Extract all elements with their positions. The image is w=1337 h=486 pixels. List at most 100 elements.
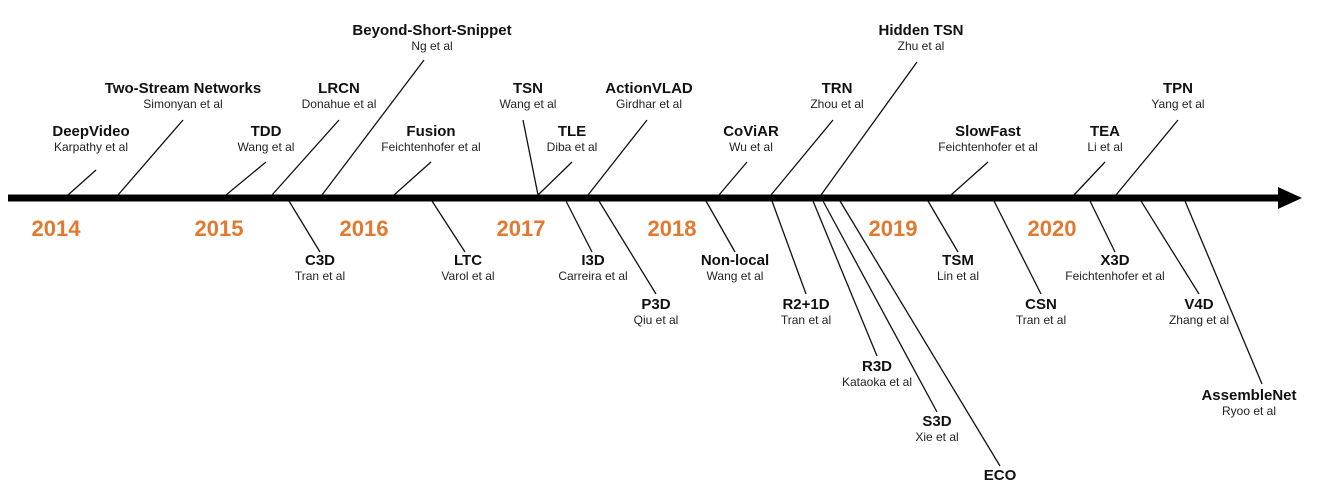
connector-line xyxy=(993,200,1042,295)
method-label: X3D Feichtenhofer et al xyxy=(1065,252,1164,284)
connector-line xyxy=(771,200,807,295)
connector-line xyxy=(67,169,97,196)
connector-line xyxy=(820,61,918,196)
year-label: 2015 xyxy=(194,216,244,241)
method-label: AssembleNet Ryoo et al xyxy=(1201,387,1296,419)
method-authors: Tran et al xyxy=(780,313,832,327)
connector-line xyxy=(288,200,321,253)
method-authors: Wang et al xyxy=(499,97,557,111)
connector-line xyxy=(812,200,878,357)
method-authors: Feichtenhofer et al xyxy=(938,140,1038,154)
connector-line xyxy=(321,59,425,196)
method-name: SlowFast xyxy=(955,123,1021,140)
method-label: S3D Xie et al xyxy=(915,413,958,445)
method-authors: Carreira et al xyxy=(558,269,628,283)
method-label: CoViAR Wu et al xyxy=(723,123,779,155)
connector-line xyxy=(522,119,539,196)
connector-line xyxy=(565,200,593,253)
method-label: R3D Kataoka et al xyxy=(842,358,912,390)
method-name: Fusion xyxy=(406,123,456,140)
connector-line xyxy=(431,200,466,253)
method-label: TLE Diba et al xyxy=(547,123,598,155)
method-name: TRN xyxy=(821,80,853,97)
method-name: Beyond-Short-Snippet xyxy=(352,22,512,39)
method-name: LRCN xyxy=(318,80,360,97)
method-name: TPN xyxy=(1163,80,1193,97)
method-authors: Girdhar et al xyxy=(615,97,683,111)
connector-line xyxy=(537,161,573,196)
method-name: ActionVLAD xyxy=(605,80,693,97)
method-label: TSM Lin et al xyxy=(937,252,979,284)
method-name: TEA xyxy=(1089,123,1120,140)
method-name: ECO xyxy=(983,467,1017,484)
method-authors: Ng et al xyxy=(411,39,453,53)
method-name: C3D xyxy=(304,252,335,269)
method-name: Hidden TSN xyxy=(878,22,964,39)
method-label: C3D Tran et al xyxy=(295,252,345,284)
method-name: Non-local xyxy=(700,252,770,269)
connector-line xyxy=(822,200,938,413)
method-label: V4D Zhang et al xyxy=(1169,296,1229,328)
connector-line xyxy=(271,119,340,196)
method-authors: Xie et al xyxy=(915,430,959,444)
method-label: I3D Carreira et al xyxy=(558,252,627,284)
year-label: 2020 xyxy=(1027,216,1077,241)
method-label: TEA Li et al xyxy=(1087,123,1122,155)
connector-line xyxy=(1184,200,1263,385)
connector-line xyxy=(1140,200,1200,295)
method-authors: Wang et al xyxy=(706,269,764,283)
connector-line xyxy=(1089,200,1116,253)
method-authors: Donahue et al xyxy=(301,97,377,111)
method-name: R3D xyxy=(861,358,892,375)
method-authors: Feichtenhofer et al xyxy=(1065,269,1165,283)
method-label: R2+1D Tran et al xyxy=(781,296,831,328)
method-name: TLE xyxy=(557,123,587,140)
connector-line xyxy=(587,119,648,196)
method-label: P3D Qiu et al xyxy=(634,296,679,328)
connector-line xyxy=(1073,161,1106,196)
method-authors: Wang et al xyxy=(237,140,295,154)
method-name: TSM xyxy=(942,252,974,269)
connector-line xyxy=(1115,119,1179,196)
method-authors: Diba et al xyxy=(546,140,598,154)
method-name: R2+1D xyxy=(782,296,830,313)
method-authors: Zhang et al xyxy=(1168,313,1230,327)
method-label: Non-local Wang et al xyxy=(701,252,769,284)
connector-line xyxy=(598,200,657,295)
method-name: LTC xyxy=(453,252,483,269)
method-label: Beyond-Short-Snippet Ng et al xyxy=(352,22,511,54)
method-authors: Yang et al xyxy=(1151,97,1205,111)
method-authors: Zhu et al xyxy=(897,39,945,53)
method-name: AssembleNet xyxy=(1201,387,1297,404)
connector-line xyxy=(117,119,184,196)
connector-line xyxy=(705,200,736,253)
method-label: ActionVLAD Girdhar et al xyxy=(605,80,693,112)
method-label: TDD Wang et al xyxy=(238,123,295,155)
method-name: S3D xyxy=(922,413,952,430)
method-name: DeepVideo xyxy=(52,123,130,140)
method-label: LTC Varol et al xyxy=(441,252,494,284)
connector-line xyxy=(225,161,267,196)
method-label: DeepVideo Karpathy et al xyxy=(52,123,129,155)
method-authors: Zhou et al xyxy=(810,97,864,111)
method-name: X3D xyxy=(1100,252,1130,269)
connector-line xyxy=(393,161,432,196)
connector-line xyxy=(718,161,748,196)
method-name: TSN xyxy=(512,80,543,97)
method-label: TPN Yang et al xyxy=(1151,80,1204,112)
method-label: SlowFast Feichtenhofer et al xyxy=(938,123,1037,155)
method-authors: Tran et al xyxy=(294,269,346,283)
method-label: LRCN Donahue et al xyxy=(302,80,377,112)
connector-line xyxy=(950,161,989,196)
connector-line xyxy=(839,200,1001,467)
method-authors: Karpathy et al xyxy=(53,140,129,154)
method-name: TDD xyxy=(250,123,282,140)
year-label: 2014 xyxy=(31,216,81,241)
method-authors: Li et al xyxy=(1087,140,1123,154)
connector-line xyxy=(927,200,959,253)
method-label: TRN Zhou et al xyxy=(810,80,863,112)
method-authors: Lin et al xyxy=(936,269,980,283)
method-authors: Simonyan et al xyxy=(143,97,223,111)
